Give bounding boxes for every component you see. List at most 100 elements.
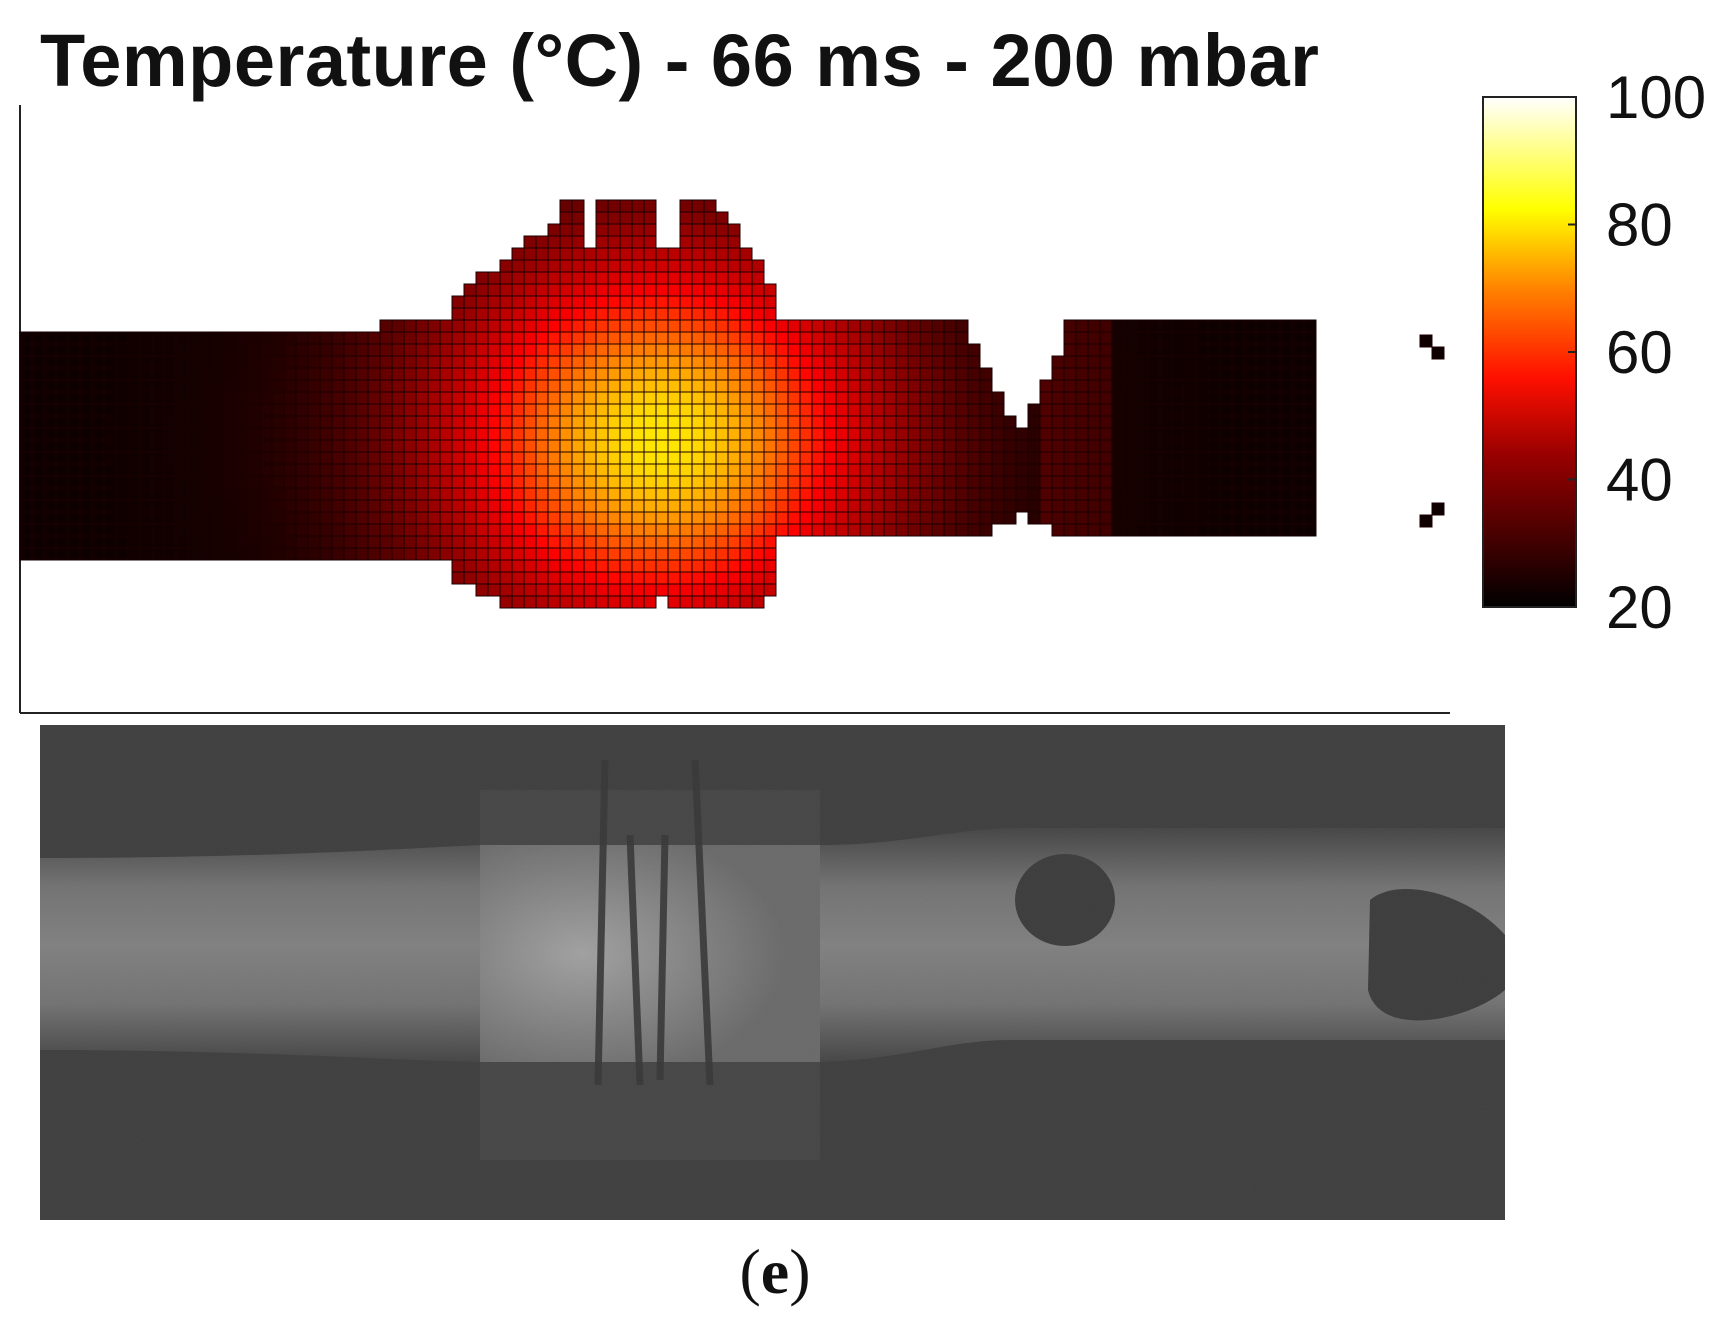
heatmap-cell	[439, 391, 453, 405]
heatmap-cell	[499, 439, 513, 453]
heatmap-cell	[619, 355, 633, 369]
heatmap-cell	[547, 331, 561, 345]
heatmap-cell	[127, 463, 141, 477]
heatmap-cell	[547, 319, 561, 333]
heatmap-cell	[643, 319, 657, 333]
heatmap-cell	[211, 451, 225, 465]
heatmap-cell	[475, 391, 489, 405]
heatmap-cell	[811, 403, 825, 417]
heatmap-cell	[1135, 415, 1149, 429]
heatmap-cell	[727, 475, 741, 489]
heatmap-cell	[535, 499, 549, 513]
heatmap-cell	[667, 283, 681, 297]
heatmap-cell	[715, 439, 729, 453]
heatmap-cell	[475, 403, 489, 417]
heatmap-cell	[691, 391, 705, 405]
heatmap-cell	[1219, 451, 1233, 465]
heatmap-cell	[319, 535, 333, 549]
heatmap-cell	[619, 571, 633, 585]
heatmap-cell	[919, 427, 933, 441]
heatmap-cell	[1099, 475, 1113, 489]
heatmap-cell	[547, 271, 561, 285]
heatmap-cell	[619, 403, 633, 417]
heatmap-cell	[151, 343, 165, 357]
heatmap-cell	[823, 367, 837, 381]
heatmap-cell	[475, 415, 489, 429]
heatmap-cell	[547, 511, 561, 525]
heatmap-cell	[871, 379, 885, 393]
heatmap-cell	[799, 367, 813, 381]
heatmap-cell	[715, 535, 729, 549]
heatmap-cell	[715, 211, 729, 225]
heatmap-cell	[631, 451, 645, 465]
heatmap-cell	[559, 223, 573, 237]
heatmap-cell	[943, 391, 957, 405]
heatmap-cell	[631, 415, 645, 429]
heatmap-cell	[895, 451, 909, 465]
heatmap-cell	[199, 487, 213, 501]
heatmap-cell	[703, 451, 717, 465]
heatmap-cell	[559, 475, 573, 489]
heatmap-cell	[403, 487, 417, 501]
heatmap-cell	[391, 499, 405, 513]
heatmap-cell	[919, 355, 933, 369]
heatmap-cell	[763, 295, 777, 309]
heatmap-cell	[283, 391, 297, 405]
heatmap-cell	[487, 415, 501, 429]
heatmap-cell	[487, 571, 501, 585]
heatmap-cell	[847, 511, 861, 525]
heatmap-cell	[703, 523, 717, 537]
heatmap-cell	[427, 379, 441, 393]
heatmap-cell	[1171, 391, 1185, 405]
heatmap-cell	[607, 379, 621, 393]
heatmap-cell	[535, 535, 549, 549]
heatmap-cell	[691, 559, 705, 573]
heatmap-cell	[355, 487, 369, 501]
heatmap-cell	[511, 547, 525, 561]
heatmap-cell	[115, 523, 129, 537]
heatmap-cell	[691, 319, 705, 333]
heatmap-cell	[43, 475, 57, 489]
heatmap-cell	[295, 415, 309, 429]
heatmap-cell	[1051, 439, 1065, 453]
heatmap-cell	[1279, 463, 1293, 477]
heatmap-cell	[583, 259, 597, 273]
heatmap-cell	[175, 475, 189, 489]
heatmap-cell	[547, 427, 561, 441]
heatmap-cell	[1003, 499, 1017, 513]
heatmap-cell	[1111, 487, 1125, 501]
heatmap-cell	[151, 415, 165, 429]
heatmap-cell	[967, 475, 981, 489]
heatmap-cell	[955, 355, 969, 369]
heatmap-cell	[79, 391, 93, 405]
heatmap-cell	[703, 511, 717, 525]
heatmap-cell	[19, 499, 33, 513]
heatmap-cell	[907, 415, 921, 429]
heatmap-cell	[67, 463, 81, 477]
heatmap-cell	[247, 379, 261, 393]
heatmap-cell	[31, 343, 45, 357]
heatmap-cell	[415, 547, 429, 561]
heatmap-cell	[1051, 475, 1065, 489]
heatmap-cell	[259, 367, 273, 381]
heatmap-cell	[163, 463, 177, 477]
heatmap-cell	[199, 427, 213, 441]
heatmap-cell	[559, 499, 573, 513]
heatmap-cell	[679, 511, 693, 525]
heatmap-cell	[1243, 523, 1257, 537]
heatmap-cell	[631, 295, 645, 309]
heatmap-cell	[211, 463, 225, 477]
heatmap-cell	[1159, 463, 1173, 477]
heatmap-cell	[1279, 415, 1293, 429]
heatmap-cell	[139, 343, 153, 357]
heatmap-cell	[91, 535, 105, 549]
heatmap-cell	[571, 475, 585, 489]
heatmap-cell	[991, 427, 1005, 441]
heatmap-cell	[247, 343, 261, 357]
heatmap-cell	[1111, 319, 1125, 333]
heatmap-cell	[1279, 511, 1293, 525]
heatmap-cell	[559, 379, 573, 393]
heatmap-cell	[655, 331, 669, 345]
heatmap-cell	[1279, 319, 1293, 333]
heatmap-cell	[475, 379, 489, 393]
